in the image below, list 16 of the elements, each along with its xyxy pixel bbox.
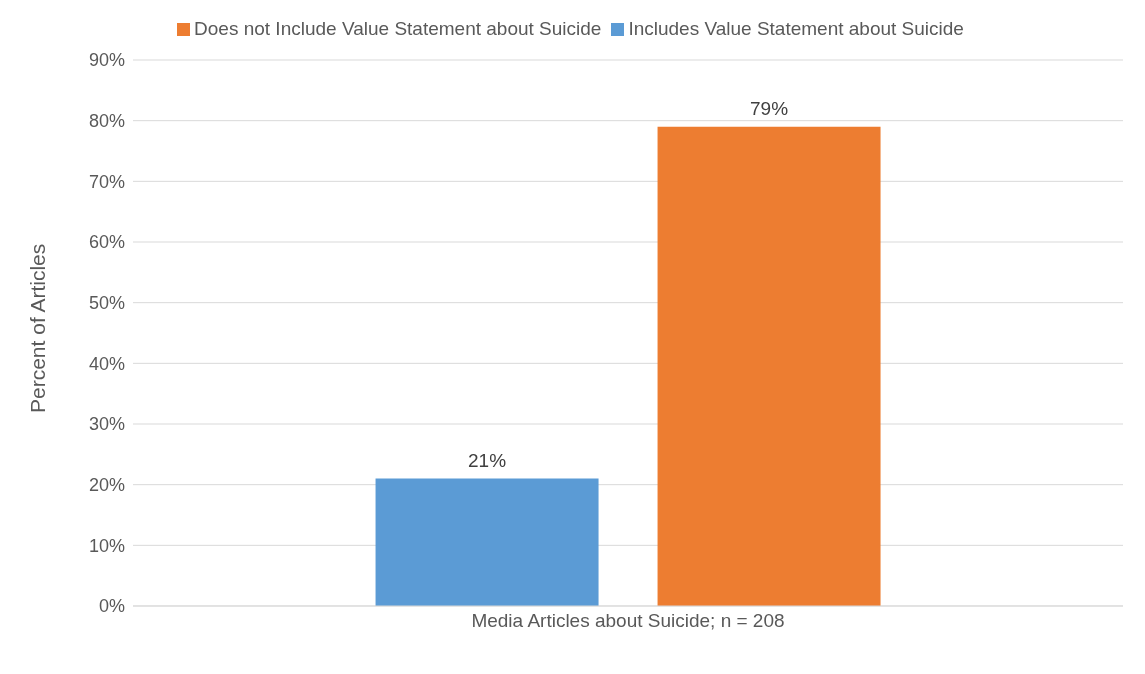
y-tick-label: 70% [88,171,125,192]
y-tick-label: 60% [88,232,125,253]
data-label: 79% [750,97,789,119]
legend-label: Includes Value Statement about Suicide [628,18,964,39]
y-axis-title: Percent of Articles [26,243,50,413]
y-tick-label: 80% [88,111,125,132]
y-tick-label: 40% [88,353,125,374]
y-tick-label: 10% [88,535,125,556]
legend-label: Does not Include Value Statement about Suicide [194,18,602,39]
y-tick-label: 0% [98,596,125,617]
y-tick-label: 90% [88,50,125,71]
y-tick-label: 20% [88,475,125,496]
data-label: 21% [468,449,507,471]
y-tick-label: 30% [88,414,125,435]
y-tick-label: 50% [88,293,125,314]
x-tick-label: Media Articles about Suicide; n = 208 [471,610,785,632]
